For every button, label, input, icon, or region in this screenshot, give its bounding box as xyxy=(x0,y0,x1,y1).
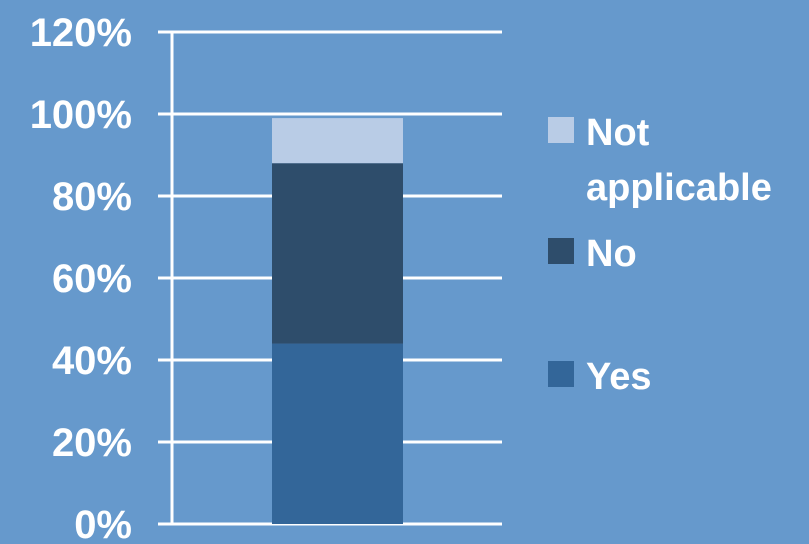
y-tick-label: 120% xyxy=(30,11,132,55)
bar-segment-yes xyxy=(272,343,403,524)
legend: Not applicable No Yes xyxy=(548,112,772,398)
y-tick-label: 40% xyxy=(52,339,132,383)
y-tick-label: 60% xyxy=(52,257,132,301)
y-axis-tick-labels: 0% 20% 40% 60% 80% 100% 120% xyxy=(30,11,132,544)
y-tick-label: 100% xyxy=(30,93,132,137)
legend-label-not-applicable: Not applicable xyxy=(586,112,772,209)
bar-segments xyxy=(272,118,403,524)
bar-segment-no xyxy=(272,163,403,344)
legend-swatch-yes xyxy=(548,361,574,387)
y-tick-label: 20% xyxy=(52,421,132,465)
legend-label-yes: Yes xyxy=(586,356,652,398)
legend-swatch-no xyxy=(548,238,574,264)
legend-swatch-not-applicable xyxy=(548,117,574,143)
y-tick-label: 80% xyxy=(52,175,132,219)
y-tick-label: 0% xyxy=(74,503,132,544)
bar-segment-not-applicable xyxy=(272,118,403,164)
legend-label-no: No xyxy=(586,233,637,275)
